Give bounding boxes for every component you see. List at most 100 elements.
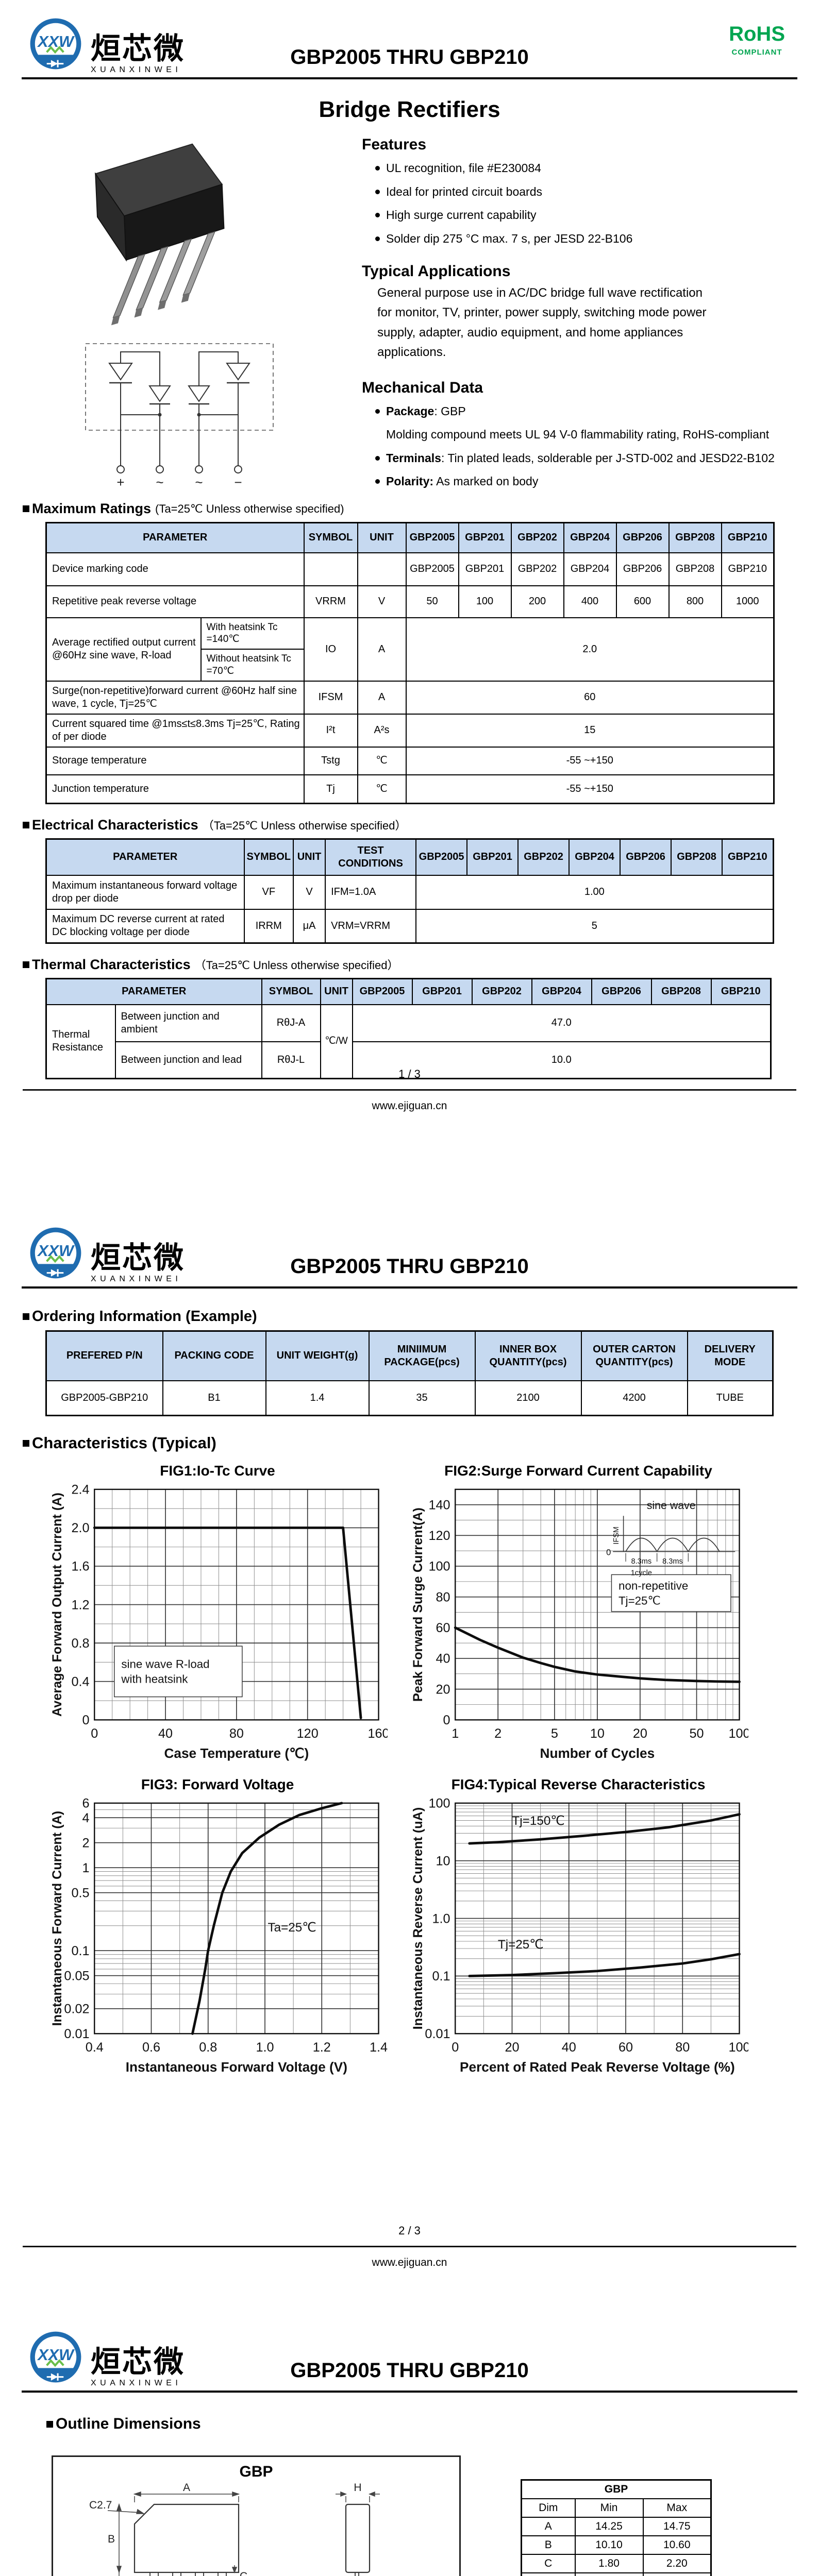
svg-text:10: 10: [436, 1854, 450, 1868]
cell: 1000: [721, 585, 775, 618]
left-column: + ~ ~ −: [25, 128, 344, 490]
table-row: A 14.25 14.75: [521, 2517, 712, 2536]
cell: 14.25: [574, 2517, 644, 2536]
table-row: Thermal Resistance Between junction and …: [45, 1004, 772, 1079]
svg-text:0.1: 0.1: [432, 1969, 450, 1984]
mech-text: Polarity: As marked on body: [386, 474, 539, 488]
fig1-plot: 0 40 80 120 160 0 0.4 0.8 1.2 1.6 2.0 2.4 Case Tempe…: [37, 1481, 398, 1764]
svg-text:1.0: 1.0: [256, 2040, 274, 2055]
square-bullet-icon: [23, 821, 29, 828]
ordering-section-title: Ordering Information (Example): [23, 1308, 819, 1325]
cell: 10.10: [574, 2535, 644, 2555]
svg-text:8.3ms: 8.3ms: [631, 1557, 652, 1566]
cell: 800: [668, 585, 722, 618]
col-header: GBP210: [710, 978, 772, 1005]
svg-text:Average Forward Output Current: Average Forward Output Current (A): [50, 1493, 64, 1717]
section-name: Electrical Characteristics: [32, 817, 198, 833]
svg-text:6: 6: [82, 1797, 89, 1811]
section-condition: (Ta=25℃ Unless otherwise specified): [155, 502, 344, 515]
outline-section-title: Outline Dimensions: [46, 2415, 819, 2433]
symbol-cell: IO: [303, 617, 358, 682]
terminal-plus: +: [116, 474, 124, 490]
svg-text:0.01: 0.01: [64, 2027, 89, 2041]
svg-text:60: 60: [619, 2040, 633, 2055]
rohs-compliant-label: COMPLIANT: [731, 48, 782, 57]
col-header: OUTER CARTON QUANTITY(pcs): [580, 1330, 688, 1381]
col-header: PACKING CODE: [162, 1330, 266, 1381]
footer-rule: [23, 1089, 796, 1091]
col-header: GBP208: [650, 978, 712, 1005]
svg-text:0: 0: [91, 1726, 98, 1741]
bullet-icon: [375, 236, 380, 241]
header-rule: [22, 2391, 797, 2393]
bullet-icon: [375, 409, 380, 414]
value-cell: -55 ~+150: [405, 746, 775, 775]
feature-text: High surge current capability: [386, 208, 537, 222]
col-header: UNIT WEIGHT(g): [265, 1330, 370, 1381]
col-header: GBP201: [458, 522, 512, 553]
table-row: Junction temperature Tj ℃ -55 ~+150: [45, 774, 775, 804]
svg-text:0: 0: [452, 2040, 459, 2055]
col-header: PARAMETER: [45, 522, 305, 553]
mechanical-item: Polarity: As marked on body: [375, 472, 798, 490]
cell: 2100: [474, 1380, 582, 1416]
symbol-cell: RθJ-L: [261, 1041, 321, 1079]
svg-text:sine wave: sine wave: [647, 1499, 696, 1512]
col-header: GBP2005: [352, 978, 413, 1005]
svg-text:non-repetitive: non-repetitive: [619, 1579, 688, 1592]
bridge-schematic: + ~ ~ −: [85, 343, 274, 490]
param-cell: Maximum DC reverse current at rated DC b…: [45, 908, 245, 944]
svg-text:160: 160: [367, 1726, 388, 1741]
cell: B1: [162, 1380, 266, 1416]
value-cell: -55 ~+150: [405, 774, 775, 804]
svg-text:0.4: 0.4: [86, 2040, 104, 2055]
page-footer: 2 / 3 www.ejiguan.cn: [23, 2224, 796, 2269]
square-bullet-icon: [46, 2420, 53, 2428]
col-header: PARAMETER: [45, 978, 262, 1005]
param-cell: Junction temperature: [45, 774, 305, 804]
col-header: GBP2005: [415, 838, 468, 876]
col-header: GBP202: [471, 978, 532, 1005]
table-row: Without heatsink Tc =70℃: [46, 649, 774, 682]
cell: 10.60: [642, 2535, 712, 2555]
col-header: PREFERED P/N: [45, 1330, 163, 1381]
bullet-icon: [375, 166, 380, 171]
col-header: SYMBOL: [303, 522, 358, 553]
col-header: GBP201: [466, 838, 519, 876]
svg-text:0.02: 0.02: [64, 2002, 89, 2016]
svg-text:100: 100: [428, 1797, 450, 1811]
cell: 400: [563, 585, 617, 618]
svg-text:0: 0: [606, 1548, 611, 1557]
symbol-cell: Tj: [303, 774, 358, 804]
unit-cell: μA: [293, 908, 326, 944]
page-1: XXW 烜芯微 XUANXINWEI GBP2005 THRU GBP210 R…: [0, 0, 819, 1157]
svg-text:0.8: 0.8: [199, 2040, 217, 2055]
table-row: GBP2005-GBP210 B1 1.4 35 2100 4200 TUBE: [45, 1380, 774, 1416]
table-header-row: PREFERED P/N PACKING CODE UNIT WEIGHT(g)…: [45, 1330, 774, 1381]
col-header: GBP210: [722, 838, 774, 876]
cell: C: [521, 2554, 576, 2573]
svg-text:2.4: 2.4: [71, 1483, 89, 1497]
col-header: GBP206: [615, 522, 670, 553]
square-bullet-icon: [23, 1313, 29, 1320]
table-row: Maximum DC reverse current at rated DC b…: [45, 908, 774, 944]
symbol-cell: RθJ-A: [261, 1004, 321, 1042]
mechanical-title: Mechanical Data: [362, 379, 483, 396]
dim-table-pkg: GBP: [521, 2479, 712, 2499]
symbol-cell: VRRM: [303, 585, 358, 618]
bullet-icon: [375, 213, 380, 217]
svg-text:120: 120: [297, 1726, 319, 1741]
value-cell: 1.00: [415, 874, 774, 910]
applications-body: General purpose use in AC/DC bridge full…: [377, 286, 707, 360]
symbol-cell: I²t: [303, 713, 358, 748]
svg-text:1.6: 1.6: [71, 1560, 89, 1574]
page-3: XXW 烜芯微 XUANXINWEI GBP2005 THRU GBP210 O…: [0, 2313, 819, 2576]
col-header: GBP208: [668, 522, 722, 553]
svg-text:IFSM: IFSM: [612, 1527, 621, 1545]
col-header: PARAMETER: [45, 838, 245, 876]
table-header-row: PARAMETER SYMBOL UNIT TEST CONDITIONS GB…: [45, 838, 774, 876]
symbol-cell: Tstg: [303, 746, 358, 775]
svg-text:Tj=150℃: Tj=150℃: [512, 1814, 564, 1828]
logo-text: 烜芯微 XUANXINWEI: [91, 2347, 185, 2387]
section-name: Characteristics (Typical): [32, 1434, 216, 1452]
